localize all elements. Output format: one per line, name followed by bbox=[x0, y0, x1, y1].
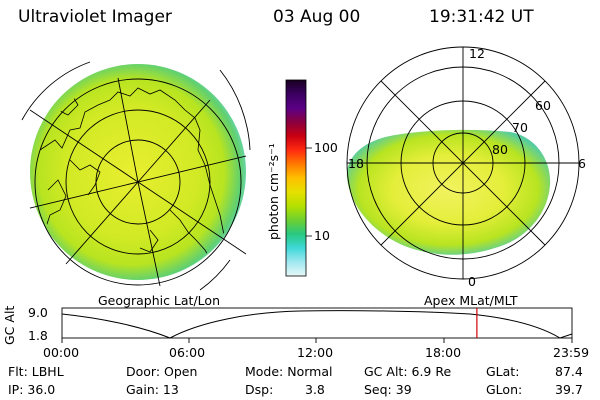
lat-circles bbox=[34, 78, 242, 286]
glon-label: GLon: bbox=[486, 382, 523, 397]
colorbar-label-100: 100 bbox=[314, 140, 338, 155]
right-map-caption: Apex MLat/MLT bbox=[424, 293, 518, 308]
altitude-plot bbox=[61, 307, 573, 343]
gain-info: Gain: 13 bbox=[126, 382, 179, 397]
left-aurora-image bbox=[30, 64, 246, 280]
altitude-ytick-top: 9.0 bbox=[28, 305, 48, 320]
altitude-xtick-2: 12:00 bbox=[297, 345, 334, 360]
lat-label-60: 60 bbox=[535, 98, 551, 113]
altitude-ylabel: GC Alt bbox=[2, 305, 17, 345]
seq-info: Seq: 39 bbox=[364, 382, 412, 397]
altitude-xtick-0: 00:00 bbox=[43, 345, 80, 360]
door-info: Door: Open bbox=[126, 364, 198, 379]
mlt-label-0: 0 bbox=[468, 274, 476, 289]
glon-value: 39.7 bbox=[555, 382, 583, 397]
lat-label-70: 70 bbox=[512, 120, 528, 135]
mlt-label-12: 12 bbox=[469, 46, 485, 61]
mlt-diagonal-line-2 bbox=[380, 80, 546, 246]
filter-info: Flt: LBHL bbox=[8, 364, 64, 379]
altitude-ytick-bottom: 1.8 bbox=[28, 328, 48, 343]
altitude-x-ticks bbox=[61, 338, 573, 343]
gc-alt-info: GC Alt: 6.9 Re bbox=[364, 364, 452, 379]
colorbar-rect bbox=[285, 79, 307, 277]
lat-label-80: 80 bbox=[492, 142, 508, 157]
glat-label: GLat: bbox=[486, 364, 520, 379]
altitude-plot-frame bbox=[61, 307, 573, 339]
colorbar bbox=[285, 79, 312, 277]
time-label: 19:31:42 UT bbox=[429, 7, 534, 27]
mlt-label-6: 6 bbox=[578, 156, 586, 171]
date-label: 03 Aug 00 bbox=[273, 7, 361, 27]
left-map-caption: Geographic Lat/Lon bbox=[98, 293, 220, 308]
dsp-value: 3.8 bbox=[305, 382, 325, 397]
dsp-label: Dsp: bbox=[245, 382, 274, 397]
mlt-label-18: 18 bbox=[348, 156, 364, 171]
altitude-xtick-1: 06:00 bbox=[169, 345, 206, 360]
glat-value: 87.4 bbox=[555, 364, 583, 379]
outer-arcs bbox=[21, 61, 251, 291]
altitude-xtick-4: 23:59 bbox=[553, 345, 590, 360]
polar-map bbox=[346, 46, 580, 280]
geographic-map bbox=[21, 61, 251, 291]
instrument-title: Ultraviolet Imager bbox=[18, 7, 172, 27]
altitude-curve bbox=[61, 310, 573, 339]
ip-info: IP: 36.0 bbox=[8, 382, 56, 397]
mode-info: Mode: Normal bbox=[245, 364, 333, 379]
colorbar-label-10: 10 bbox=[314, 228, 330, 243]
altitude-xtick-3: 18:00 bbox=[425, 345, 462, 360]
meridian-lines bbox=[29, 77, 247, 287]
right-aurora-image bbox=[346, 129, 551, 255]
colorbar-unit-label: photon cm⁻²s⁻¹ bbox=[266, 143, 281, 240]
